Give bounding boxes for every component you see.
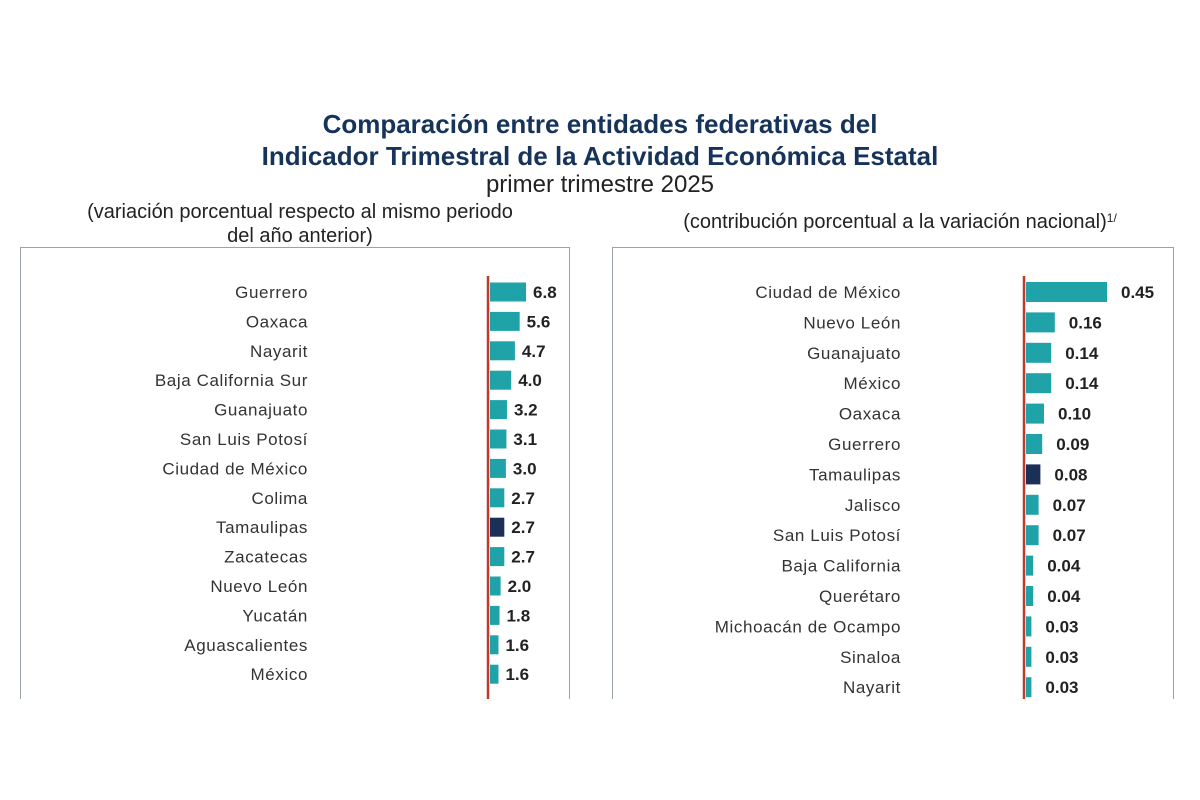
bar	[1026, 586, 1034, 606]
bar	[490, 429, 507, 449]
data-label: 0.14	[1065, 374, 1099, 393]
category-label: Yucatán	[242, 606, 308, 625]
data-label: 1.6	[505, 636, 529, 655]
chart-title-line1: Comparación entre entidades federativas …	[322, 109, 878, 139]
bar	[1026, 677, 1032, 698]
bar	[490, 488, 505, 508]
data-label: 5.6	[527, 312, 551, 331]
bottom-whitespace	[0, 699, 1200, 800]
category-label: Nayarit	[250, 342, 308, 361]
right-chart-panel: Ciudad de México 0.45 Nuevo León 0.16 Guanaj…	[612, 247, 1174, 708]
bar	[1026, 464, 1041, 485]
right-bar-chart: Ciudad de México 0.45 Nuevo León 0.16 Guanaj…	[715, 276, 1154, 708]
data-label: 3.0	[513, 459, 537, 478]
bar	[490, 458, 506, 478]
data-label: 4.0	[518, 371, 542, 390]
category-label: Colima	[251, 489, 308, 508]
category-label: Nuevo León	[803, 313, 901, 332]
data-label: 0.03	[1045, 678, 1078, 697]
bar	[1026, 312, 1055, 333]
category-label: Oaxaca	[246, 312, 308, 331]
data-label: 4.7	[522, 342, 546, 361]
bar	[490, 311, 520, 331]
data-label: 0.08	[1054, 465, 1087, 484]
category-label: Zacatecas	[224, 548, 308, 567]
data-label: 0.45	[1121, 283, 1154, 302]
category-label: Nayarit	[843, 678, 901, 697]
category-label: Baja California	[781, 557, 901, 576]
category-label: Tamaulipas	[216, 518, 308, 537]
bar	[1026, 342, 1052, 363]
category-label: Jalisco	[845, 496, 901, 515]
bar	[490, 664, 499, 684]
category-label: Aguascalientes	[184, 636, 308, 655]
category-label: Guanajuato	[214, 401, 308, 420]
bar	[1026, 403, 1044, 424]
left-chart-subtitle: (variación porcentual respecto al mismo …	[40, 200, 560, 248]
category-label: Sinaloa	[840, 648, 901, 667]
category-label: Tamaulipas	[809, 465, 901, 484]
chart-period: primer trimestre 2025	[485, 171, 715, 198]
data-label: 1.8	[507, 606, 531, 625]
chart-title-line2: Indicador Trimestral de la Actividad Eco…	[261, 141, 939, 171]
bar	[1026, 373, 1052, 394]
data-label: 0.07	[1053, 496, 1086, 515]
bar	[1026, 434, 1043, 454]
bar	[490, 635, 499, 655]
footnote-marker: 1/	[1106, 211, 1117, 225]
bar	[490, 370, 512, 390]
data-label: 0.10	[1058, 405, 1091, 424]
category-label: Guerrero	[235, 283, 308, 302]
left-bar-chart: Guerrero 6.8 Oaxaca 5.6 Nayarit 4.7 Baja Calif…	[155, 276, 557, 708]
left-subtitle-line1: (variación porcentual respecto al mismo …	[87, 201, 513, 223]
data-label: 3.1	[513, 430, 537, 449]
right-subtitle-text: (contribución porcentual a la variación …	[683, 211, 1107, 233]
bar	[490, 517, 505, 537]
category-label: Ciudad de México	[755, 283, 901, 302]
bar	[490, 576, 501, 596]
data-label: 0.03	[1045, 617, 1078, 636]
data-label: 2.0	[508, 577, 532, 596]
bar	[1026, 616, 1032, 637]
data-label: 0.16	[1069, 313, 1102, 332]
data-label: 2.7	[511, 489, 535, 508]
bar	[1026, 494, 1039, 515]
bar	[490, 400, 507, 420]
bar	[1026, 646, 1032, 667]
data-label: 0.14	[1065, 344, 1099, 363]
data-label: 0.04	[1047, 587, 1081, 606]
category-label: Oaxaca	[839, 405, 901, 424]
category-label: México	[251, 665, 308, 684]
bar	[1026, 555, 1034, 576]
data-label: 2.7	[511, 518, 535, 537]
category-label: Nuevo León	[210, 577, 308, 596]
left-chart-panel: Guerrero 6.8 Oaxaca 5.6 Nayarit 4.7 Baja Calif…	[20, 247, 570, 708]
category-label: Guanajuato	[807, 344, 901, 363]
data-label: 6.8	[533, 283, 557, 302]
bar	[1026, 282, 1107, 302]
bar	[490, 547, 505, 567]
data-label: 3.2	[514, 401, 538, 420]
category-label: Querétaro	[819, 587, 901, 606]
left-subtitle-line2: del año anterior)	[227, 225, 373, 247]
category-label: San Luis Potosí	[180, 430, 308, 449]
category-label: Guerrero	[828, 435, 901, 454]
category-label: Michoacán de Ocampo	[715, 617, 901, 636]
data-label: 2.7	[511, 548, 535, 567]
bar	[490, 282, 527, 302]
category-label: Ciudad de México	[162, 459, 308, 478]
bar	[490, 605, 500, 625]
data-label: 0.04	[1047, 557, 1081, 576]
category-label: San Luis Potosí	[773, 526, 901, 545]
category-label: México	[844, 374, 901, 393]
data-label: 0.03	[1045, 648, 1078, 667]
right-chart-subtitle: (contribución porcentual a la variación …	[600, 210, 1200, 234]
bar	[1026, 525, 1039, 546]
data-label: 0.09	[1056, 435, 1089, 454]
category-label: Baja California Sur	[155, 371, 308, 390]
data-label: 1.6	[505, 665, 529, 684]
bar	[490, 341, 515, 361]
data-label: 0.07	[1053, 526, 1086, 545]
